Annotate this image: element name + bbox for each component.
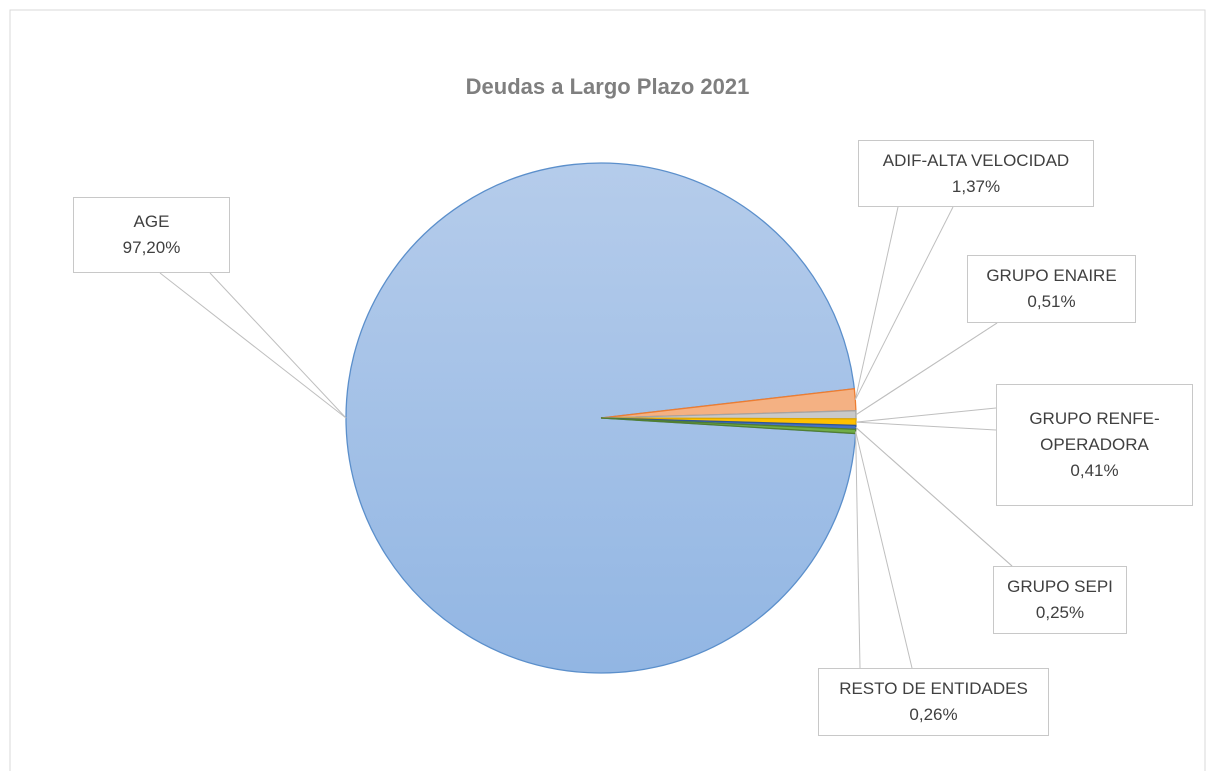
leader-line [855, 427, 1013, 567]
value-label: 0,25% [1035, 603, 1085, 622]
leader-line [855, 407, 997, 423]
leader-line [855, 431, 861, 669]
leader-line [209, 272, 347, 419]
data-label: RESTO DE ENTIDADES 0,26% [818, 668, 1049, 736]
chart-frame [9, 9, 1206, 771]
value-label: 97,20% [122, 238, 181, 257]
value-label: 0,51% [1027, 292, 1076, 311]
leader-line [855, 322, 998, 416]
chart-title: Deudas a Largo Plazo 2021 [465, 74, 750, 99]
data-label: GRUPO ENAIRE 0,51% [967, 255, 1136, 323]
category-label: ADIF-ALTA VELOCIDAD [882, 150, 1070, 170]
data-label: ADIF-ALTA VELOCIDAD 1,37% [858, 140, 1094, 207]
leader-line [854, 206, 954, 400]
data-label: GRUPO SEPI 0,25% [993, 566, 1127, 634]
leader-line [854, 206, 899, 400]
category-label: GRUPO RENFE-OPERADORA [1029, 409, 1160, 454]
value-label: 1,37% [951, 176, 1001, 196]
leader-line [855, 421, 997, 431]
category-label: GRUPO ENAIRE [986, 266, 1117, 285]
category-label: AGE [133, 212, 170, 231]
leader-line [855, 431, 913, 669]
value-label: 0,41% [1070, 461, 1119, 480]
data-label: AGE 97,20% [73, 197, 230, 273]
category-label: GRUPO SEPI [1007, 577, 1113, 596]
pie-slice [345, 162, 857, 674]
category-label: RESTO DE ENTIDADES [839, 679, 1028, 698]
leader-line [159, 272, 347, 419]
value-label: 0,26% [909, 705, 958, 724]
data-label: GRUPO RENFE-OPERADORA 0,41% [996, 384, 1193, 506]
